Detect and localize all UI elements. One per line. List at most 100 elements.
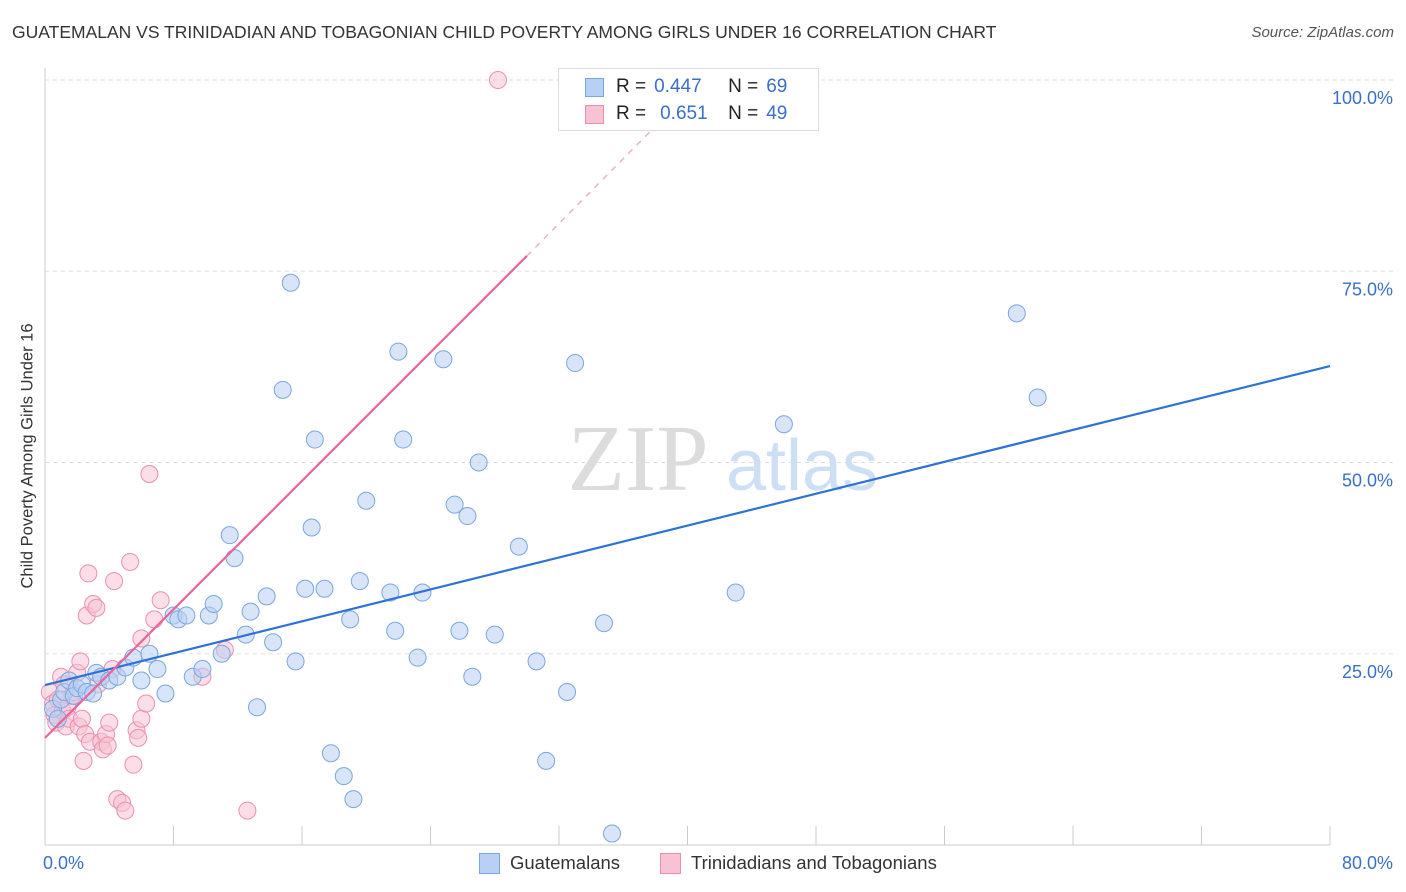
- trendline-guatemalans: [44, 365, 1331, 687]
- legend-swatch-pink: [660, 852, 681, 874]
- data-point-guatemalan: [273, 380, 292, 399]
- legend-n-value: 49: [766, 103, 788, 124]
- data-point-trinidadian: [87, 598, 106, 617]
- data-point-guatemalan: [315, 579, 334, 598]
- data-point-guatemalan: [241, 602, 260, 621]
- data-point-guatemalan: [220, 526, 239, 545]
- data-point-guatemalan: [257, 587, 276, 606]
- data-point-guatemalan: [463, 667, 482, 686]
- data-point-guatemalan: [774, 415, 793, 434]
- legend-r-value: 0.447: [654, 76, 702, 97]
- data-point-guatemalan: [212, 644, 231, 663]
- legend-n-value: 69: [766, 76, 788, 97]
- axes: [44, 68, 1331, 846]
- data-point-trinidadian: [488, 71, 507, 89]
- legend-r-value: 0.651: [660, 103, 708, 124]
- data-point-guatemalan: [408, 648, 427, 667]
- data-point-guatemalan: [1028, 388, 1047, 407]
- data-point-guatemalan: [1007, 304, 1026, 323]
- series-trinidadian-points: [40, 71, 507, 820]
- data-point-guatemalan: [469, 453, 488, 472]
- data-point-guatemalan: [305, 430, 324, 449]
- data-point-guatemalan: [537, 751, 556, 770]
- data-point-trinidadian: [79, 564, 98, 583]
- data-point-trinidadian: [116, 801, 135, 820]
- data-point-guatemalan: [334, 767, 353, 786]
- data-point-trinidadian: [121, 552, 140, 571]
- legend-row-trinidadians: R = 0.651 N = 49: [585, 103, 787, 125]
- x-tick-label: 0.0%: [43, 853, 84, 873]
- data-point-guatemalan: [389, 342, 408, 361]
- data-point-trinidadian: [137, 694, 156, 713]
- data-point-trinidadian: [145, 610, 164, 629]
- data-point-guatemalan: [566, 354, 585, 373]
- data-point-trinidadian: [132, 629, 151, 648]
- data-point-guatemalan: [341, 610, 360, 629]
- data-point-trinidadian: [98, 736, 117, 755]
- data-point-guatemalan: [193, 660, 212, 679]
- data-point-guatemalan: [296, 579, 315, 598]
- y-tick-label: 75.0%: [1342, 279, 1393, 299]
- data-point-guatemalan: [84, 684, 103, 703]
- data-point-guatemalan: [386, 621, 405, 640]
- data-point-guatemalan: [726, 583, 745, 602]
- data-point-guatemalan: [204, 595, 223, 614]
- data-point-trinidadian: [71, 652, 90, 671]
- correlation-legend: R = 0.447 N = 69 R = 0.651 N = 49: [558, 68, 819, 131]
- gridlines: [45, 79, 1395, 655]
- data-point-guatemalan: [603, 824, 622, 843]
- data-point-guatemalan: [458, 507, 477, 526]
- x-tick-label: 80.0%: [1342, 853, 1393, 873]
- data-point-guatemalan: [558, 683, 577, 701]
- data-point-guatemalan: [527, 652, 546, 671]
- data-point-guatemalan: [156, 684, 175, 703]
- data-point-trinidadian: [151, 591, 170, 610]
- data-point-guatemalan: [132, 671, 151, 690]
- watermark-atlas: atlas: [726, 426, 878, 506]
- data-point-guatemalan: [445, 495, 464, 514]
- data-point-trinidadian: [105, 572, 124, 591]
- trendlines: [44, 117, 1331, 739]
- chart-title: GUATEMALAN VS TRINIDADIAN AND TOBAGONIAN…: [12, 22, 997, 42]
- data-point-guatemalan: [381, 583, 400, 602]
- data-point-guatemalan: [225, 549, 244, 568]
- legend-item-guatemalans: Guatemalans: [479, 852, 620, 874]
- legend-label-trinidadians: Trinidadians and Tobagonians: [691, 852, 937, 873]
- legend-n-label: N =: [728, 76, 759, 97]
- data-point-guatemalan: [450, 621, 469, 640]
- series-legend: Guatemalans Trinidadians and Tobagonians: [0, 852, 1406, 876]
- data-point-guatemalan: [344, 790, 363, 809]
- data-point-guatemalan: [394, 430, 413, 449]
- data-point-guatemalan: [357, 491, 376, 510]
- data-point-trinidadian: [100, 713, 119, 732]
- data-point-guatemalan: [434, 350, 453, 369]
- legend-swatch-pink: [585, 104, 604, 124]
- y-tick-label: 50.0%: [1342, 471, 1393, 491]
- data-point-guatemalan: [248, 698, 267, 717]
- data-point-trinidadian: [129, 728, 148, 747]
- data-point-guatemalan: [281, 273, 300, 292]
- legend-r-label: R =: [616, 76, 647, 97]
- legend-label-guatemalans: Guatemalans: [510, 852, 621, 873]
- data-point-guatemalan: [148, 660, 167, 679]
- y-tick-label: 100.0%: [1332, 88, 1393, 108]
- data-point-guatemalan: [350, 572, 369, 591]
- y-tick-label: 25.0%: [1342, 662, 1393, 682]
- series-guatemalan-points: [44, 273, 1047, 843]
- tick-labels: 25.0% 50.0% 75.0% 100.0% 0.0% 80.0%: [43, 88, 1393, 873]
- legend-n-label: N =: [728, 103, 759, 124]
- data-point-guatemalan: [264, 633, 283, 652]
- data-point-guatemalan: [321, 744, 340, 763]
- legend-swatch-blue: [585, 77, 604, 97]
- data-point-guatemalan: [177, 606, 196, 625]
- data-point-guatemalan: [509, 537, 528, 556]
- data-point-trinidadian: [238, 801, 257, 820]
- source-label: Source: ZipAtlas.com: [1251, 24, 1394, 41]
- trendline-trinidadians: [44, 255, 528, 739]
- trendline-trinidadians-extension: [526, 117, 664, 257]
- data-point-trinidadian: [132, 709, 151, 728]
- legend-item-trinidadians: Trinidadians and Tobagonians: [660, 852, 937, 874]
- data-point-guatemalan: [286, 652, 305, 671]
- data-point-guatemalan: [594, 614, 613, 633]
